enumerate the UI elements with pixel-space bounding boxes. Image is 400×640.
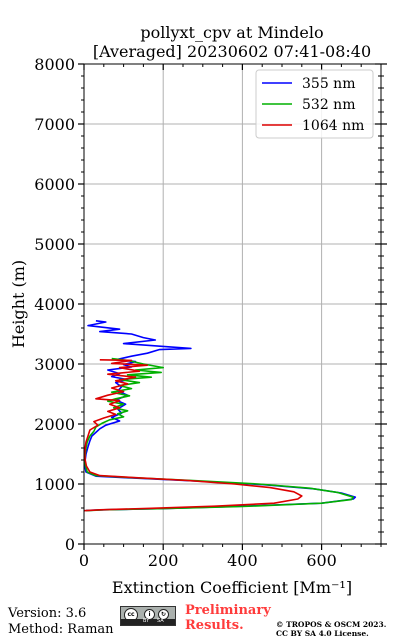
x-axis-label: Extinction Coefficient [Mm⁻¹]	[112, 578, 352, 597]
legend-box	[255, 69, 374, 139]
cc-badge-footer: BY SA	[121, 618, 175, 625]
legend-entries: 355 nm 532 nm 1064 nm	[262, 76, 364, 134]
copyright-line2: CC BY SA 4.0 License.	[276, 629, 369, 638]
x-tick-label: 0	[79, 551, 89, 570]
series-lines	[83, 320, 357, 512]
extinction-profile-chart: pollyxt_cpv at Mindelo [Averaged] 202306…	[9, 23, 387, 597]
y-tick-label: 3000	[34, 355, 75, 374]
x-tick-label: 600	[306, 551, 337, 570]
method-text: Method: Raman	[8, 622, 114, 637]
chart-title-line2: [Averaged] 20230602 07:41-08:40	[93, 42, 371, 61]
legend-label: 1064 nm	[302, 118, 364, 134]
y-tick-label: 7000	[34, 115, 75, 134]
series-line-532-nm	[84, 357, 355, 512]
y-tick-label: 1000	[34, 475, 75, 494]
axis-ticks	[78, 63, 387, 550]
series-line-1064-nm	[83, 359, 303, 512]
y-tick-label: 6000	[34, 175, 75, 194]
x-tick-label: 200	[148, 551, 179, 570]
axis-tick-labels: 0 200 400 600010002000300040005000600070008…	[34, 55, 337, 570]
version-text: Version: 3.6	[8, 606, 87, 621]
chart-title-line1: pollyxt_cpv at Mindelo	[140, 23, 323, 42]
x-tick-label: 400	[227, 551, 258, 570]
preliminary-label-line1: Preliminary	[185, 603, 271, 618]
cc-sa-label: SA	[157, 618, 164, 624]
copyright-line1: © TROPOS & OSCM 2023.	[276, 620, 387, 629]
legend-label: 532 nm	[302, 97, 355, 113]
cc-license-badge: cc i ↻ BY SA	[120, 606, 176, 626]
legend: 355 nm 532 nm 1064 nm	[255, 69, 374, 139]
preliminary-label-line2: Results.	[185, 618, 244, 633]
y-tick-label: 5000	[34, 235, 75, 254]
cc-by-label: BY	[143, 618, 150, 624]
y-tick-label: 2000	[34, 415, 75, 434]
y-axis-label: Height (m)	[9, 260, 28, 348]
legend-label: 355 nm	[302, 76, 355, 92]
y-tick-label: 0	[65, 535, 75, 554]
y-tick-label: 4000	[34, 295, 75, 314]
y-tick-label: 8000	[34, 55, 75, 74]
